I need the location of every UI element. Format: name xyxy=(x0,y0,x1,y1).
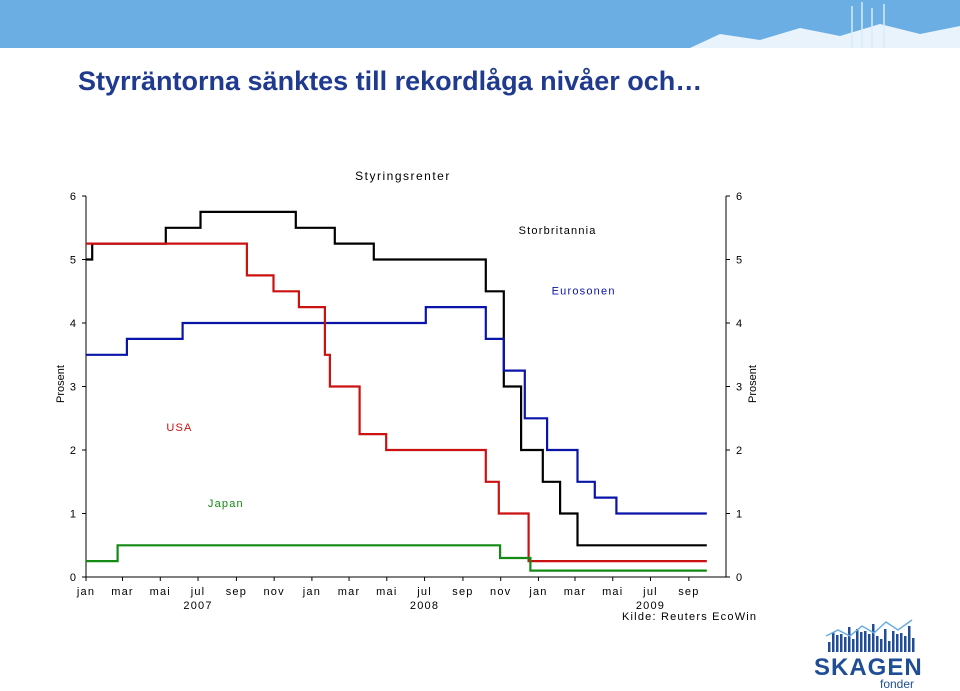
logo-bar xyxy=(856,629,859,652)
x-tick-label: mai xyxy=(602,586,623,598)
y-tick-label-left: 2 xyxy=(70,445,76,457)
y-tick-label-right: 3 xyxy=(736,382,742,394)
logo-bar xyxy=(864,631,867,652)
logo-bar xyxy=(880,639,883,652)
x-year-label: 2007 xyxy=(183,600,212,612)
y-tick-label-right: 0 xyxy=(736,572,742,584)
logo-bar xyxy=(896,634,899,652)
series-line-usa xyxy=(86,242,707,563)
axes: 0 0 1 1 2 2 3 3 4 4 5 5 6 6 jan mar mai jul sep nov jan mar ma… xyxy=(70,191,742,612)
header-banner xyxy=(0,0,960,48)
logo-bar xyxy=(860,632,863,652)
y-tick-label-left: 3 xyxy=(70,382,76,394)
banner-mountains xyxy=(690,24,960,48)
logo-bar xyxy=(832,632,835,652)
logo-bar xyxy=(904,636,907,652)
series-line-eurosonen xyxy=(86,306,707,515)
logo-bar xyxy=(840,634,843,652)
y-tick-label-right: 2 xyxy=(736,445,742,457)
y-tick-label-right: 4 xyxy=(736,318,742,330)
y-tick-label-left: 1 xyxy=(70,509,76,521)
x-tick-label: mai xyxy=(150,586,171,598)
series-line-japan xyxy=(86,544,707,572)
logo-bar xyxy=(892,631,895,652)
y-tick-label-right: 1 xyxy=(736,509,742,521)
logo-bar xyxy=(888,641,891,652)
series-label-storbritannia: Storbritannia xyxy=(519,225,597,237)
x-tick-label: mar xyxy=(338,586,361,598)
x-tick-label: jan xyxy=(528,586,547,598)
x-tick-label: mar xyxy=(111,586,134,598)
logo-line xyxy=(825,619,913,637)
x-tick-label: jan xyxy=(302,586,321,598)
y-axis-label-left: Prosent xyxy=(55,365,67,403)
y-tick-label-right: 6 xyxy=(736,191,742,203)
logo-bar xyxy=(844,637,847,652)
logo-bar xyxy=(884,629,887,652)
x-tick-label: sep xyxy=(678,586,699,598)
x-tick-label: sep xyxy=(226,586,247,598)
x-year-label: 2008 xyxy=(410,600,439,612)
logo-bar xyxy=(852,639,855,652)
x-tick-label: jul xyxy=(642,586,658,598)
logo-bar xyxy=(900,633,903,652)
series-labels: Storbritannia Eurosonen USA Japan xyxy=(166,225,616,510)
logo-subtext: fonder xyxy=(880,677,915,691)
logo-bars xyxy=(828,624,915,652)
slide-title: Styrräntorna sänktes till rekordlåga niv… xyxy=(78,66,703,96)
x-tick-label: nov xyxy=(490,586,511,598)
x-tick-label: sep xyxy=(452,586,473,598)
x-tick-label: jul xyxy=(416,586,432,598)
x-tick-label: mar xyxy=(564,586,587,598)
logo-bar xyxy=(868,634,871,652)
banner-ice-lines xyxy=(851,2,885,48)
series-lines xyxy=(86,210,707,572)
logo-text: SKAGEN xyxy=(814,654,923,681)
logo-bar xyxy=(912,638,915,652)
logo-bar xyxy=(848,627,851,652)
series-label-usa: USA xyxy=(166,422,192,434)
source-label: Kilde: Reuters EcoWin xyxy=(622,611,757,623)
logo-bar xyxy=(876,636,879,652)
series-label-japan: Japan xyxy=(208,498,244,510)
series-line-storbritannia xyxy=(86,210,707,547)
x-tick-label: mai xyxy=(376,586,397,598)
x-tick-label: nov xyxy=(263,586,284,598)
y-tick-label-left: 5 xyxy=(70,255,76,267)
y-tick-label-right: 5 xyxy=(736,255,742,267)
logo-bar xyxy=(836,635,839,652)
chart-title: Styringsrenter xyxy=(355,169,451,183)
series-label-eurosonen: Eurosonen xyxy=(552,285,616,297)
y-axis-label-right: Prosent xyxy=(747,365,759,403)
logo-bar xyxy=(872,624,875,652)
x-tick-label: jan xyxy=(76,586,95,598)
logo-bar xyxy=(908,626,911,652)
x-tick-label: jul xyxy=(190,586,206,598)
logo-bar xyxy=(828,642,831,652)
y-tick-label-left: 0 xyxy=(70,572,76,584)
y-tick-label-left: 6 xyxy=(70,191,76,203)
x-year-label: 2009 xyxy=(636,600,665,612)
y-tick-label-left: 4 xyxy=(70,318,76,330)
skagen-logo-graphic xyxy=(825,619,915,652)
